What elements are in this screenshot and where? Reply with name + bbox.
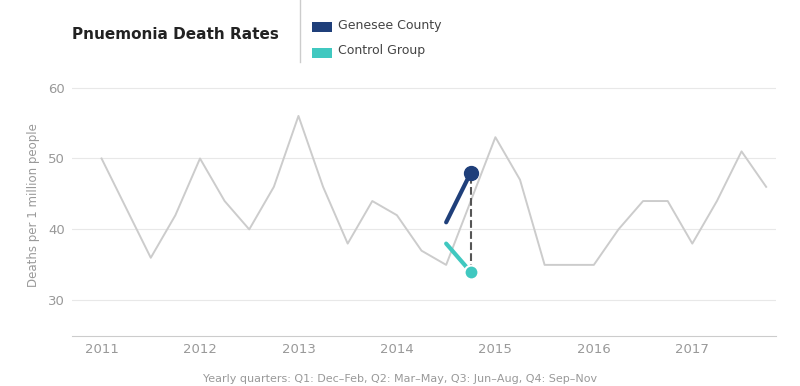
Text: Genesee County: Genesee County [338,19,442,32]
Text: Pnuemonia Death Rates: Pnuemonia Death Rates [72,27,279,42]
Text: Yearly quarters: Q1: Dec–Feb, Q2: Mar–May, Q3: Jun–Aug, Q4: Sep–Nov: Yearly quarters: Q1: Dec–Feb, Q2: Mar–Ma… [203,374,597,384]
Y-axis label: Deaths per 1 million people: Deaths per 1 million people [27,123,40,286]
Text: Control Group: Control Group [338,44,426,58]
